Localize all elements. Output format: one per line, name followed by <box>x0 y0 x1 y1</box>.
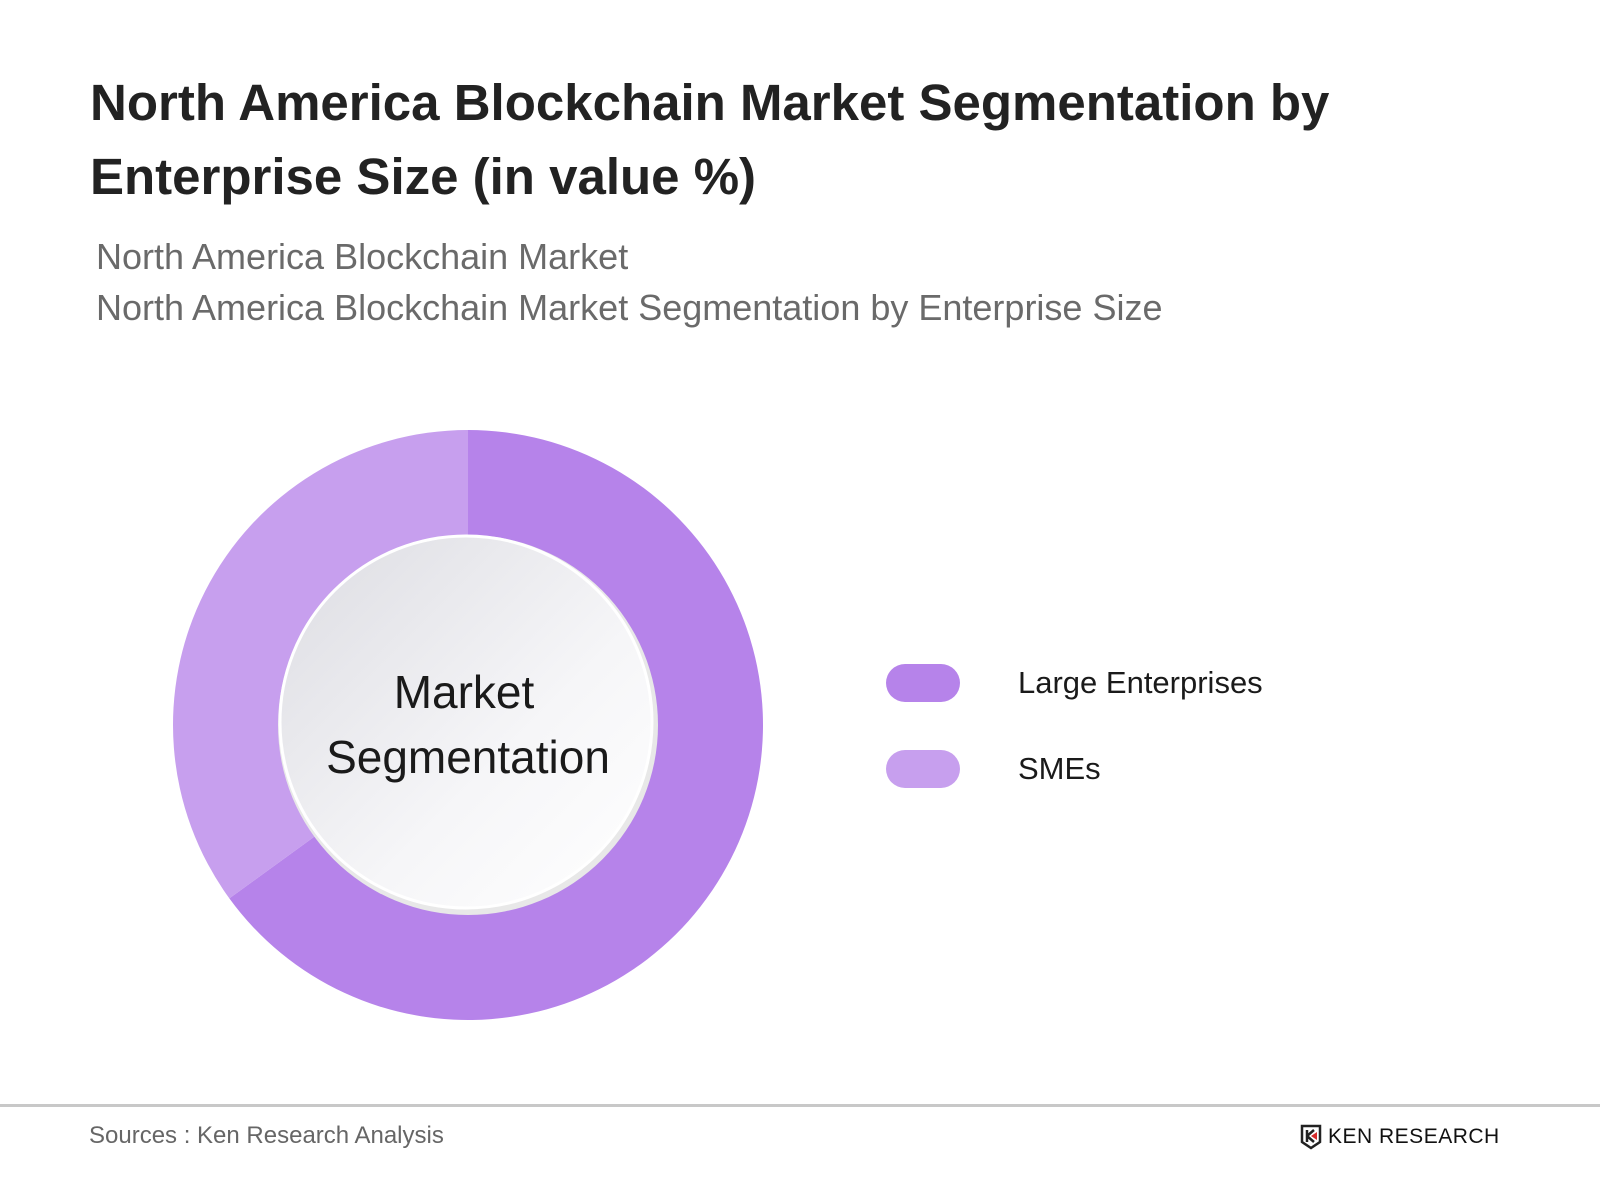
chart-title: North America Blockchain Market Segmenta… <box>90 74 1330 205</box>
legend-swatch <box>886 664 960 702</box>
ken-research-shield-icon <box>1300 1124 1322 1150</box>
subtitle-line-1: North America Blockchain Market <box>96 236 629 277</box>
center-label-line-2: Segmentation <box>326 731 610 783</box>
legend-swatch <box>886 750 960 788</box>
footer-divider <box>0 1104 1600 1107</box>
source-note: Sources : Ken Research Analysis <box>89 1122 444 1149</box>
ken-research-logo: KEN RESEARCH <box>1300 1124 1500 1150</box>
legend-item-large-enterprises: Large Enterprises <box>886 664 1263 702</box>
logo-text: KEN RESEARCH <box>1328 1125 1500 1148</box>
center-circle <box>278 534 654 910</box>
legend-label: SMEs <box>1018 751 1101 786</box>
subtitle-line-2: North America Blockchain Market Segmenta… <box>96 287 1163 328</box>
legend-label: Large Enterprises <box>1018 665 1263 700</box>
center-label-line-1: Market <box>394 666 535 718</box>
legend-item-smes: SMEs <box>886 750 1101 788</box>
